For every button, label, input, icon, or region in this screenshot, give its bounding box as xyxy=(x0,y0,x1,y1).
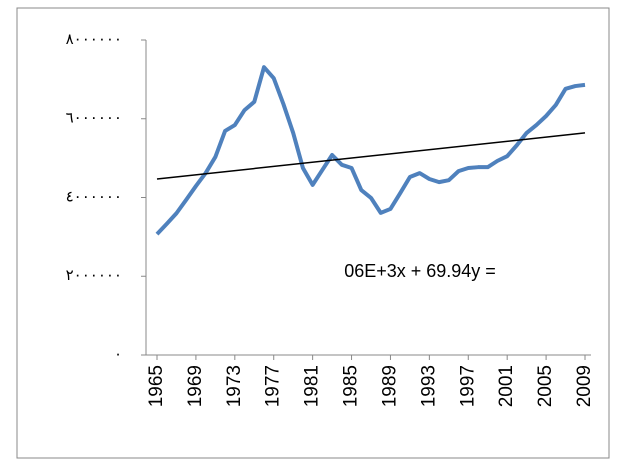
x-tick-label: 1981 xyxy=(302,365,323,407)
x-tick-label: 1989 xyxy=(379,365,400,407)
x-tick-label: 1973 xyxy=(224,365,245,407)
chart-frame xyxy=(16,7,610,459)
x-tick-label: 1993 xyxy=(418,365,439,407)
x-tick-label: 1969 xyxy=(185,365,206,407)
y-tick-label: ٢٠٠٠٠٠٠ xyxy=(66,267,122,284)
annotation: 06E+3x + 69.94y = xyxy=(344,261,496,281)
x-tick-label: 1977 xyxy=(263,365,284,407)
y-tick-label: ٦٠٠٠٠٠٠ xyxy=(66,110,122,127)
y-tick-label: ٠ xyxy=(114,346,122,363)
x-tick-label: 2001 xyxy=(496,365,517,407)
y-tick-label: ٤٠٠٠٠٠٠ xyxy=(66,188,122,205)
y-tick-label: ٨٠٠٠٠٠٠ xyxy=(66,31,122,48)
trendline xyxy=(156,132,586,180)
x-tick-label: 2009 xyxy=(574,365,595,407)
x-tick-label: 2005 xyxy=(535,365,556,407)
x-tick-label: 1985 xyxy=(341,365,362,407)
x-tick-label: 1997 xyxy=(457,365,478,407)
x-tick-label: 1965 xyxy=(146,365,167,407)
data-line xyxy=(155,65,586,236)
